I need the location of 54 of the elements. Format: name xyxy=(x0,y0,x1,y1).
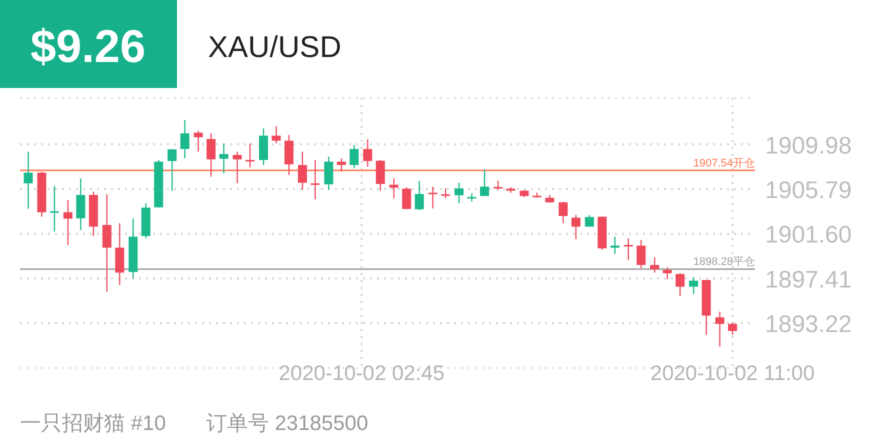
candlestick xyxy=(24,151,33,210)
candlestick xyxy=(206,132,216,178)
candlestick xyxy=(232,151,242,184)
chart-title: XAU/USD xyxy=(208,31,342,64)
candlestick xyxy=(180,119,190,159)
candlestick xyxy=(219,142,228,174)
chart-subtitle: $9.26 xyxy=(30,20,146,72)
candlestick xyxy=(494,180,503,191)
candlestick xyxy=(324,156,334,191)
y-tick-label: 1909.98 xyxy=(765,132,852,160)
candlestick xyxy=(350,144,359,169)
text: 一只招财猫 #10 xyxy=(20,412,166,435)
candlestick xyxy=(389,178,398,199)
text: 订单号 23185500 xyxy=(206,412,368,435)
candlestick xyxy=(650,256,660,274)
candlestick xyxy=(310,159,320,200)
candlestick xyxy=(728,322,738,336)
candlestick xyxy=(168,148,177,192)
ref-line-label: 1898.28平仓 xyxy=(693,256,755,268)
candlestick xyxy=(571,214,580,240)
candlestick xyxy=(336,158,346,172)
candlestick xyxy=(194,130,203,152)
candlestick xyxy=(689,276,698,295)
candlestick xyxy=(480,168,490,197)
y-tick-label: 1905.79 xyxy=(765,176,852,204)
y-tick-label: 1901.60 xyxy=(765,222,852,249)
candlestick xyxy=(102,194,112,292)
candlestick xyxy=(284,134,294,176)
candlestick xyxy=(246,142,255,168)
ref-line-label: 1907.54开仓 xyxy=(693,157,755,170)
candlestick xyxy=(454,182,464,204)
candlestick xyxy=(467,192,476,202)
candlestick xyxy=(414,180,424,211)
y-tick-label: 1897.41 xyxy=(765,266,852,294)
candlestick xyxy=(441,188,450,199)
candlestick xyxy=(676,272,685,297)
candlestick xyxy=(50,185,59,232)
candlestick xyxy=(428,186,438,209)
candlestick xyxy=(558,201,568,224)
candlestick xyxy=(610,236,620,255)
x-tick-label: 2020-10-02 11:00 xyxy=(650,362,815,385)
y-tick-label: 1893.22 xyxy=(765,311,852,338)
candlestick xyxy=(63,199,72,246)
candlestick xyxy=(624,238,633,261)
candlestick xyxy=(662,266,672,280)
candlestick xyxy=(76,178,86,231)
x-tick-label: 2020-10-02 02:45 xyxy=(278,362,445,385)
candlestick xyxy=(363,138,372,168)
candlestick xyxy=(715,311,724,348)
candlestick xyxy=(376,159,385,192)
candlestick xyxy=(636,239,646,269)
candlestick xyxy=(402,186,412,210)
candlestick xyxy=(272,125,281,144)
candlestick xyxy=(298,151,307,191)
